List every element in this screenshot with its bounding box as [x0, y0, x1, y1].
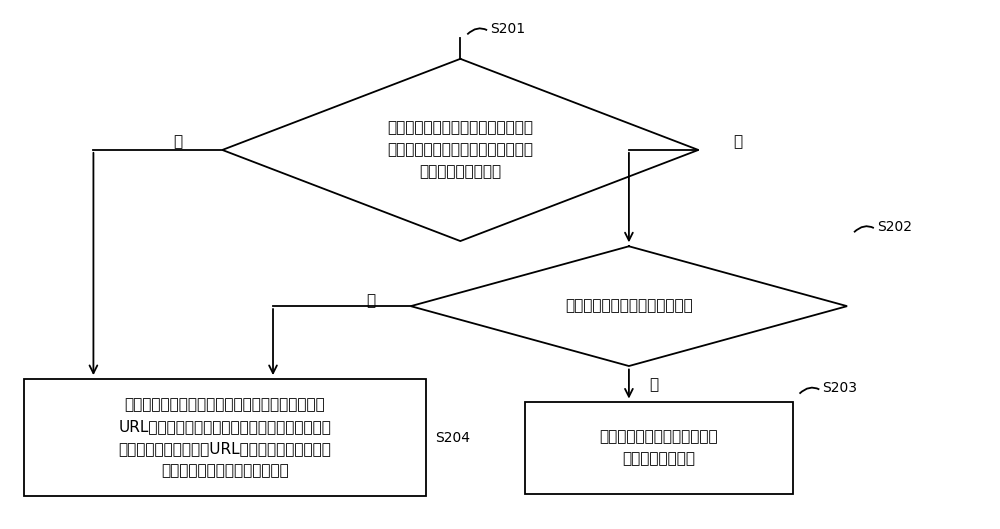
Text: S204: S204: [436, 431, 471, 444]
Text: 是: 是: [733, 135, 743, 150]
Text: 解析可用的第一历史页面得到
第一目标页面数据: 解析可用的第一历史页面得到 第一目标页面数据: [599, 430, 718, 467]
Text: 根据不可用的第一历史页面对应的统一资源定位符
URL簇，以及历史抓取数据中不存在所述第一历史
页面的统一资源定位符URL簇，下载对应的页面进
行解析，得到第二目: 根据不可用的第一历史页面对应的统一资源定位符 URL簇，以及历史抓取数据中不存在…: [118, 397, 331, 478]
Text: S202: S202: [877, 220, 912, 234]
Text: 是: 是: [649, 377, 658, 392]
Bar: [24, 379, 426, 496]
Text: 检测所述第一历史页面是否可用: 检测所述第一历史页面是否可用: [565, 299, 693, 314]
Bar: [525, 403, 793, 494]
Text: 当接收到抓取任务时，根据抓取任务
的配置信息在历史抓取数据中查询是
否存在第一历史页面: 当接收到抓取任务时，根据抓取任务 的配置信息在历史抓取数据中查询是 否存在第一历…: [387, 120, 533, 180]
Text: S201: S201: [490, 22, 525, 36]
Text: S203: S203: [822, 381, 857, 395]
Text: 否: 否: [173, 135, 182, 150]
Text: 否: 否: [367, 294, 376, 308]
